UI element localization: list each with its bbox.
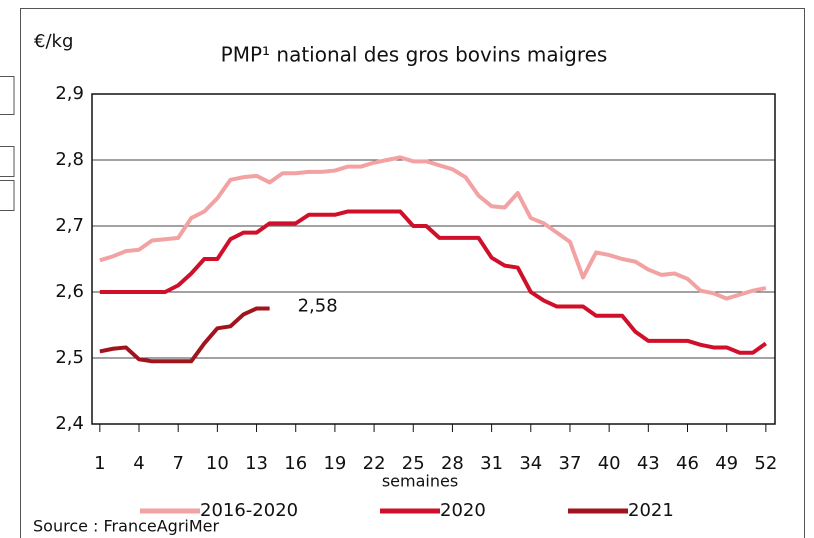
- x-tick-label: 7: [172, 453, 183, 474]
- side-box: [0, 76, 15, 115]
- y-tick-label: 2,9: [55, 83, 84, 104]
- legend-label: 2020: [440, 500, 486, 521]
- y-tick-label: 2,7: [55, 215, 84, 236]
- plot-frame: [91, 93, 776, 425]
- x-axis-label: semaines: [382, 472, 458, 491]
- legend-label: 2021: [628, 500, 674, 521]
- y-tick-label: 2,6: [55, 281, 84, 302]
- x-tick-label: 31: [480, 453, 503, 474]
- x-tick-label: 43: [637, 453, 660, 474]
- y-tick-label: 2,4: [55, 413, 84, 434]
- x-tick-label: 25: [402, 453, 425, 474]
- annotation: 2,58: [298, 296, 338, 317]
- source: Source : FranceAgriMer: [33, 517, 219, 536]
- x-tick-label: 16: [284, 453, 307, 474]
- x-tick-label: 37: [559, 453, 582, 474]
- x-tick-label: 22: [363, 453, 386, 474]
- y-unit: €/kg: [34, 31, 73, 52]
- x-tick-label: 1: [94, 453, 105, 474]
- line-series: [99, 155, 767, 301]
- x-tick-label: 49: [715, 453, 738, 474]
- x-tick-label: 13: [245, 453, 268, 474]
- line-series: [99, 306, 270, 364]
- x-tick-label: 34: [519, 453, 542, 474]
- x-tick-label: 19: [323, 453, 346, 474]
- x-tick-label: 46: [676, 453, 699, 474]
- x-tick-label: 10: [206, 453, 229, 474]
- y-tick-label: 2,5: [55, 347, 84, 368]
- y-tick-label: 2,8: [55, 149, 84, 170]
- chart-title: PMP¹ national des gros bovins maigres: [221, 43, 608, 67]
- x-tick-label: 52: [754, 453, 777, 474]
- side-box: [0, 146, 15, 177]
- x-tick-label: 40: [598, 453, 621, 474]
- legend-label: 2016-2020: [200, 500, 298, 521]
- x-tick-label: 28: [441, 453, 464, 474]
- x-tick-label: 4: [133, 453, 144, 474]
- chart-frame: [20, 8, 805, 538]
- side-box: [0, 180, 15, 211]
- line-series: [99, 209, 768, 355]
